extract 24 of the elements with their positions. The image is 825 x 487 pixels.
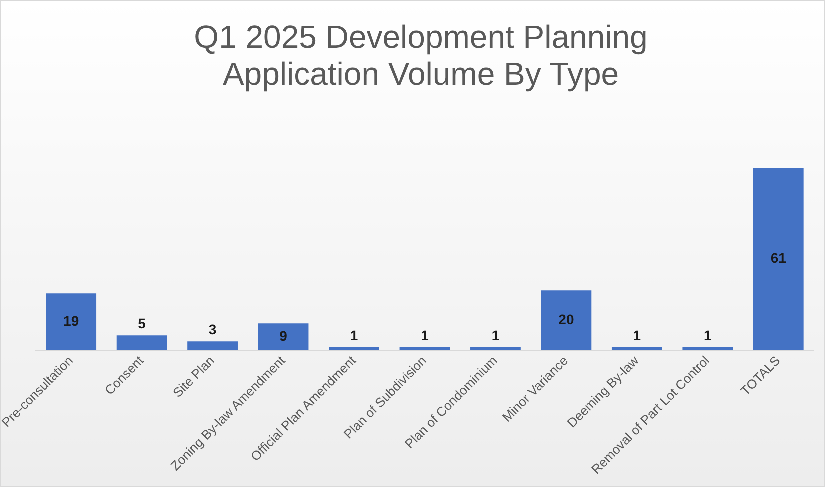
bar [541, 290, 592, 351]
chart-title: Q1 2025 Development Planning Application Volume By Type [193, 19, 649, 93]
data-label: 1 [350, 327, 358, 344]
data-label: 5 [138, 315, 146, 332]
bar [46, 294, 97, 351]
data-label: 1 [633, 327, 642, 344]
data-label: 3 [208, 321, 217, 338]
bar [258, 324, 309, 351]
data-label: 9 [280, 328, 288, 344]
data-label: 19 [64, 312, 80, 329]
bar [612, 348, 662, 351]
bar [188, 342, 238, 351]
bar [329, 348, 380, 351]
x-tick-label: Site Plan [170, 353, 218, 401]
bar [753, 168, 804, 351]
data-label: 61 [770, 250, 787, 266]
data-label: 20 [558, 311, 574, 328]
data-label: 1 [704, 327, 712, 344]
bar [400, 348, 450, 351]
bar [682, 348, 734, 351]
bar [470, 348, 521, 351]
data-label: 1 [492, 327, 500, 344]
bar [116, 336, 168, 351]
data-label: 1 [421, 327, 430, 344]
